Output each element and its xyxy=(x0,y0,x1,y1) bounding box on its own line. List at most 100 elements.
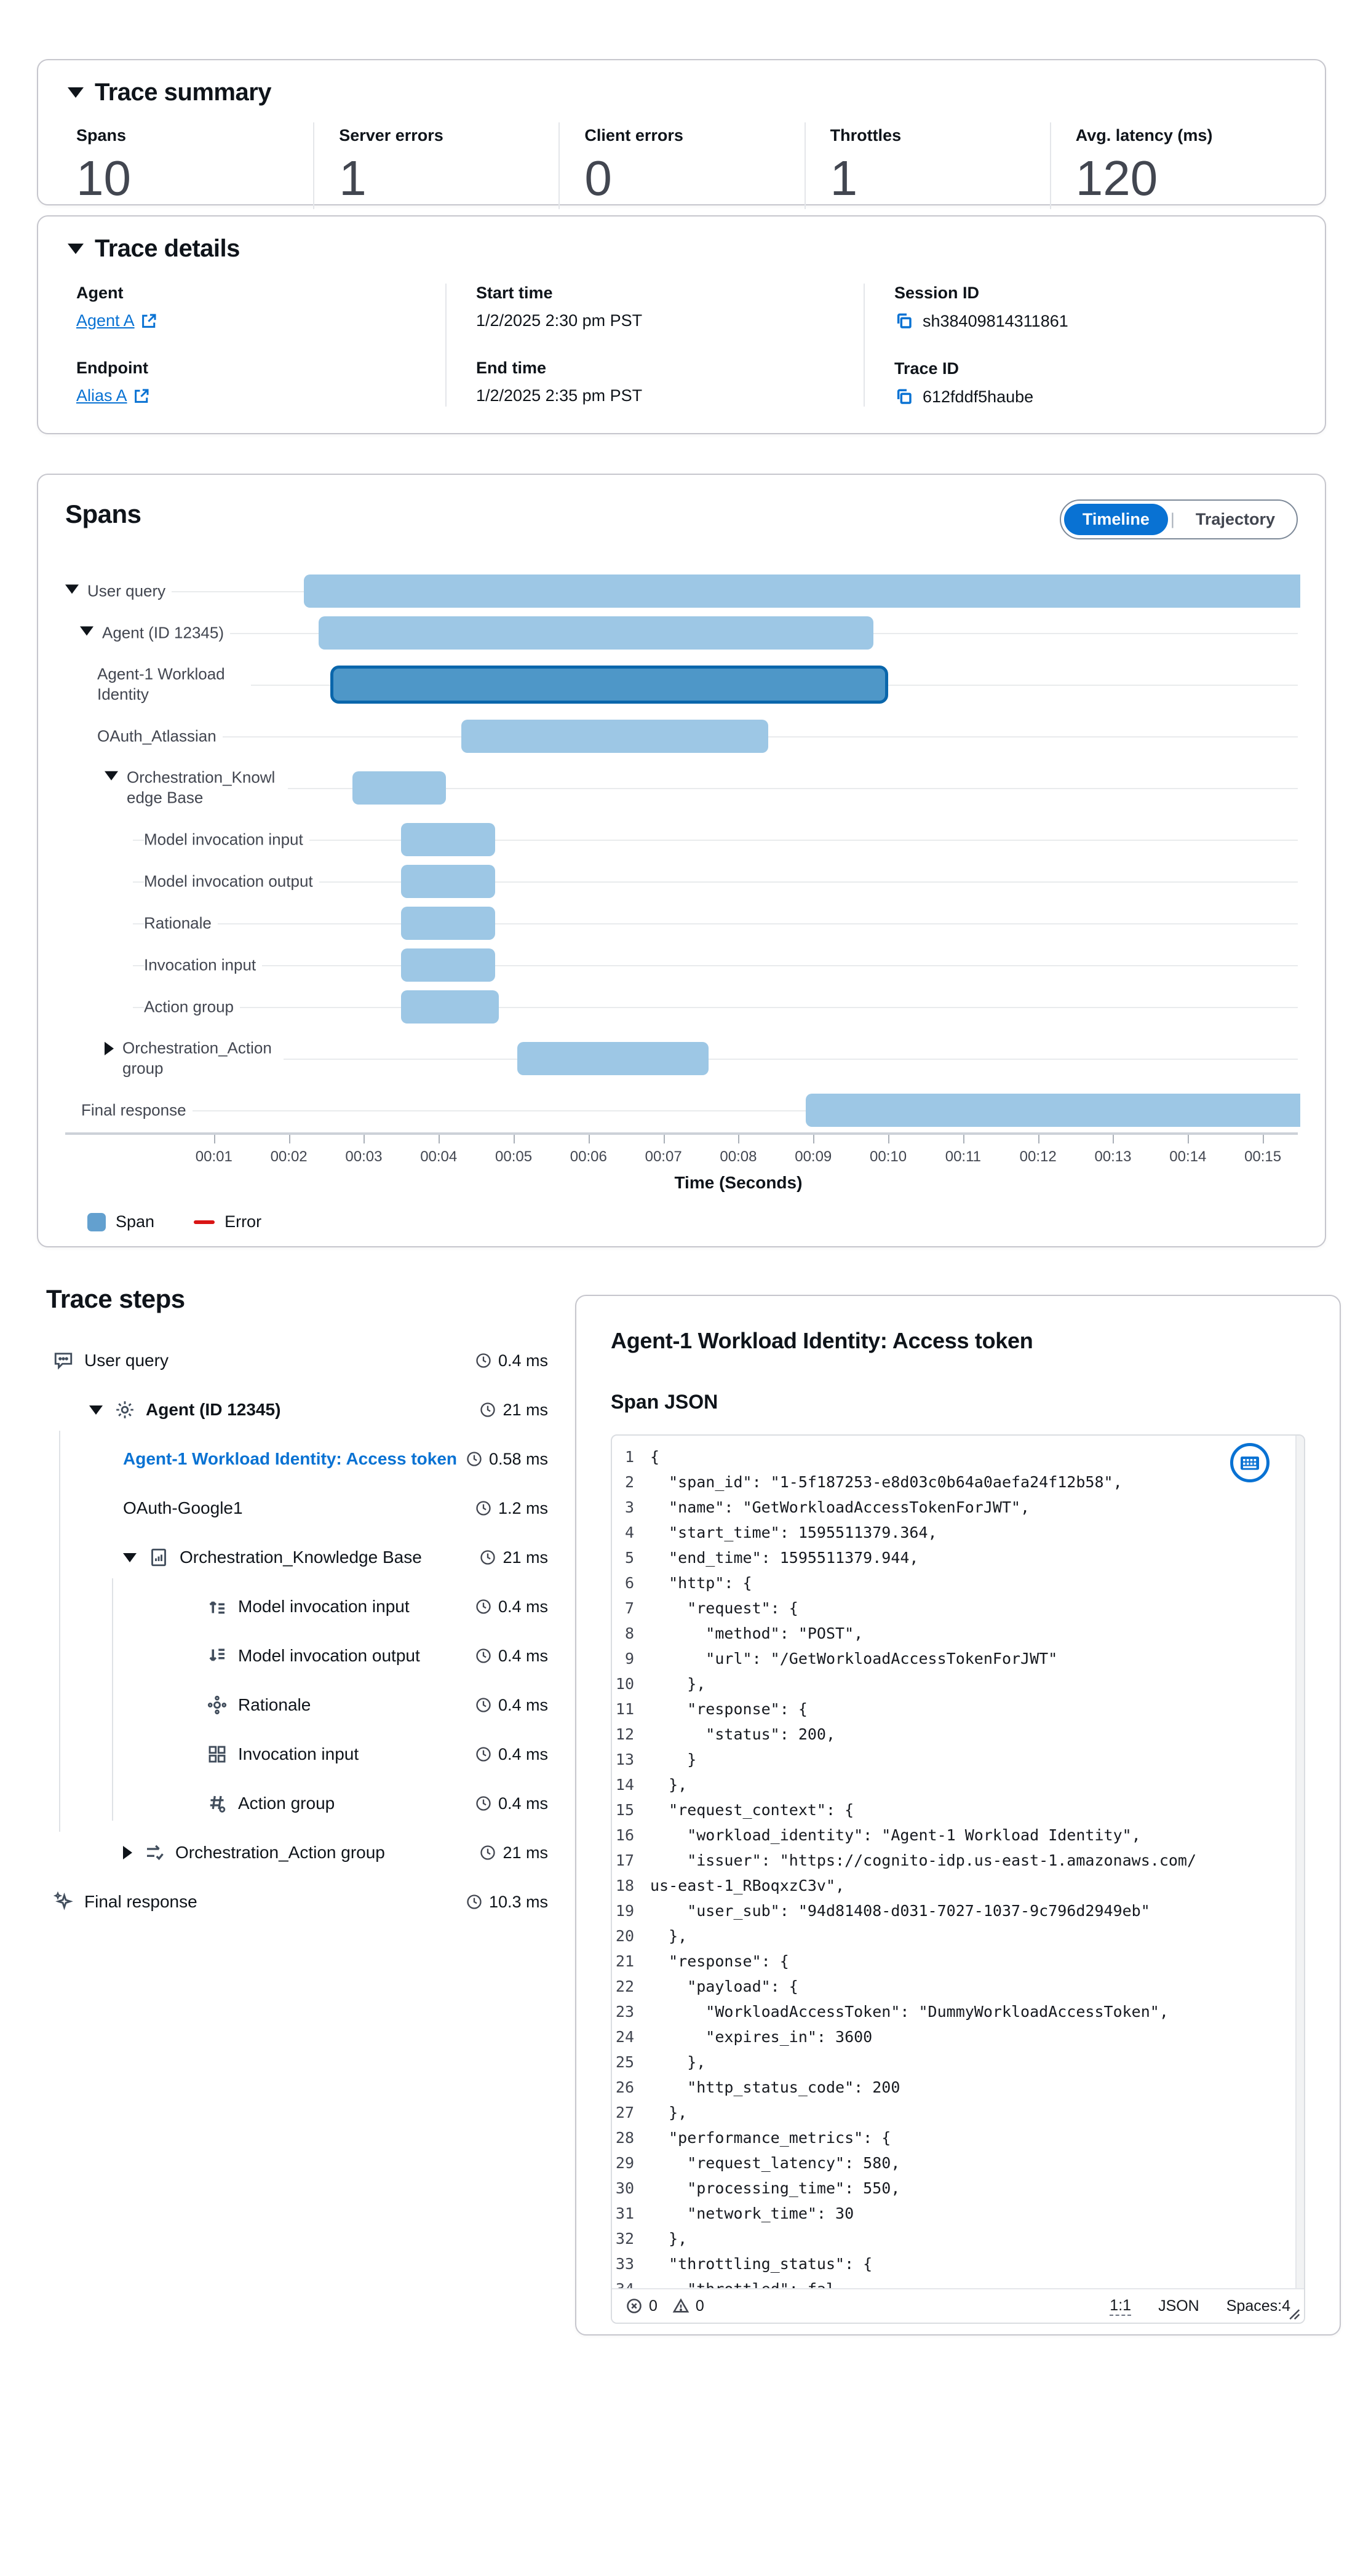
code-line-text: "request_latency": 580, xyxy=(650,2154,900,2172)
session-id-label: Session ID xyxy=(894,284,980,302)
axis-tick-label: 00:02 xyxy=(270,1148,308,1165)
span-bar[interactable] xyxy=(401,948,495,982)
legend-item-span[interactable]: Span xyxy=(87,1212,154,1231)
copy-icon[interactable] xyxy=(894,387,914,407)
axis-tick-label: 00:11 xyxy=(945,1148,981,1165)
span-bar-selected[interactable] xyxy=(330,666,889,704)
code-area[interactable]: 1{2 "span_id": "1-5f187253-e8d03c0b64a0a… xyxy=(612,1436,1304,2291)
trace-step-row[interactable]: Model invocation input 0.4 ms xyxy=(46,1582,548,1631)
code-line-text: "method": "POST", xyxy=(650,1624,864,1642)
timeline-row-label: Orchestration_Knowledge Base xyxy=(105,767,288,809)
axis-tick-mark xyxy=(213,1135,215,1143)
step-label: Model invocation input xyxy=(238,1597,410,1616)
span-bar[interactable] xyxy=(401,907,495,940)
step-duration-value: 10.3 ms xyxy=(488,1892,548,1911)
trace-step-row[interactable]: Model invocation output 0.4 ms xyxy=(46,1631,548,1680)
timeline-row-name: OAuth_Atlassian xyxy=(97,726,217,745)
code-line-text: "expires_in": 3600 xyxy=(650,2028,873,2046)
keyboard-shortcuts-button[interactable] xyxy=(1230,1443,1270,1482)
span-bar[interactable] xyxy=(806,1094,1300,1127)
code-line-number: 25 xyxy=(615,2053,634,2071)
code-line-text: "network_time": 30 xyxy=(650,2204,854,2222)
agent-link[interactable]: Agent A xyxy=(76,311,158,330)
code-line-text: "processing_time": 550, xyxy=(650,2179,900,2197)
code-line-number: 2 xyxy=(624,1473,634,1491)
trace-step-row[interactable]: Invocation input 0.4 ms xyxy=(46,1730,548,1779)
tree-collapse-caret-icon[interactable] xyxy=(80,626,93,636)
clock-icon xyxy=(475,1795,492,1812)
span-bar[interactable] xyxy=(401,990,499,1024)
toggle-separator: | xyxy=(1170,510,1175,528)
trace-step-row[interactable]: Orchestration_Action group 21 ms xyxy=(46,1828,548,1877)
code-line-number: 23 xyxy=(615,2003,634,2021)
legend-item-error[interactable]: Error xyxy=(194,1212,261,1231)
span-bar[interactable] xyxy=(461,720,769,753)
resize-handle-icon[interactable] xyxy=(1283,2303,1301,2321)
trace-step-row[interactable]: Orchestration_Knowledge Base 21 ms xyxy=(46,1533,548,1582)
step-duration-value: 0.4 ms xyxy=(498,1695,548,1714)
axis-tick-mark xyxy=(663,1135,665,1143)
timeline-row: Action group xyxy=(65,986,1298,1028)
step-collapse-caret-icon[interactable] xyxy=(123,1552,137,1562)
cursor-position[interactable]: 1:1 xyxy=(1110,2297,1132,2316)
code-line-text: "end_time": 1595511379.944, xyxy=(650,1549,919,1567)
code-line-text: "request_context": { xyxy=(650,1801,854,1819)
axis-tick-label: 00:09 xyxy=(795,1148,832,1165)
trace-step-row[interactable]: Final response 10.3 ms xyxy=(46,1877,548,1926)
span-detail-panel: Agent-1 Workload Identity: Access token … xyxy=(575,1295,1341,2335)
code-line-number: 20 xyxy=(615,1927,634,1945)
code-line: 17 "issuer": "https://cognito-idp.us-eas… xyxy=(612,1848,1304,1873)
step-label: Action group xyxy=(238,1794,335,1813)
view-toggle: Timeline | Trajectory xyxy=(1059,499,1298,539)
trace-step-row[interactable]: Action group 0.4 ms xyxy=(46,1779,548,1828)
tree-collapse-caret-icon[interactable] xyxy=(105,771,118,781)
step-label: Agent-1 Workload Identity: Access token xyxy=(123,1449,457,1468)
end-time-value: 1/2/2025 2:35 pm PST xyxy=(476,386,643,405)
code-line: 33 "throttling_status": { xyxy=(612,2251,1304,2276)
step-expand-caret-icon[interactable] xyxy=(123,1846,132,1859)
copy-icon[interactable] xyxy=(894,311,914,331)
span-bar[interactable] xyxy=(303,574,1300,608)
toggle-option-timeline[interactable]: Timeline xyxy=(1063,504,1168,535)
step-duration: 21 ms xyxy=(479,1548,548,1567)
clock-icon xyxy=(466,1893,483,1910)
metric: Throttles 1 xyxy=(804,122,1050,209)
span-bar[interactable] xyxy=(352,771,447,805)
code-scrollbar[interactable] xyxy=(1295,1436,1304,2323)
code-line-text: "start_time": 1595511379.364, xyxy=(650,1524,937,1541)
row-gridline xyxy=(133,1110,1298,1111)
trace-details-collapse-caret-icon[interactable] xyxy=(68,244,84,254)
agent-label: Agent xyxy=(76,284,124,302)
code-line-text: "throttling_status": { xyxy=(650,2255,873,2273)
step-collapse-caret-icon[interactable] xyxy=(89,1405,103,1415)
trace-step-row[interactable]: User query 0.4 ms xyxy=(46,1336,548,1385)
tree-collapse-caret-icon[interactable] xyxy=(65,584,79,594)
trace-summary-collapse-caret-icon[interactable] xyxy=(68,87,84,98)
step-duration-value: 0.4 ms xyxy=(498,1597,548,1616)
chat-icon xyxy=(52,1350,74,1372)
span-bar[interactable] xyxy=(401,865,495,898)
metric-value: 1 xyxy=(339,151,367,205)
span-bar[interactable] xyxy=(319,616,873,650)
code-line: 8 "method": "POST", xyxy=(612,1621,1304,1646)
timeline-row-label: User query xyxy=(65,581,172,602)
code-line-number: 14 xyxy=(615,1776,634,1794)
endpoint-link[interactable]: Alias A xyxy=(76,386,151,405)
trace-step-row[interactable]: OAuth-Google1 1.2 ms xyxy=(46,1484,548,1533)
trace-step-row[interactable]: Agent (ID 12345) 21 ms xyxy=(46,1385,548,1434)
toggle-option-trajectory[interactable]: Trajectory xyxy=(1195,510,1275,528)
tree-expand-caret-icon[interactable] xyxy=(105,1041,114,1055)
step-duration: 21 ms xyxy=(479,1843,548,1862)
code-line-number: 32 xyxy=(615,2230,634,2248)
trace-step-row[interactable]: Rationale 0.4 ms xyxy=(46,1680,548,1730)
clock-icon xyxy=(479,1549,496,1566)
code-line-text: "span_id": "1-5f187253-e8d03c0b64a0aefa2… xyxy=(650,1473,1123,1491)
trace-step-row[interactable]: Agent-1 Workload Identity: Access token 0… xyxy=(46,1434,548,1484)
step-duration-value: 0.58 ms xyxy=(488,1449,548,1468)
axis-tick-mark xyxy=(963,1135,964,1143)
timeline-row-name: Orchestration_Action group xyxy=(122,1038,272,1078)
span-bar[interactable] xyxy=(517,1042,709,1075)
code-line: 9 "url": "/GetWorkloadAccessTokenForJWT" xyxy=(612,1646,1304,1671)
span-bar[interactable] xyxy=(401,823,495,856)
code-line: 27 }, xyxy=(612,2100,1304,2125)
